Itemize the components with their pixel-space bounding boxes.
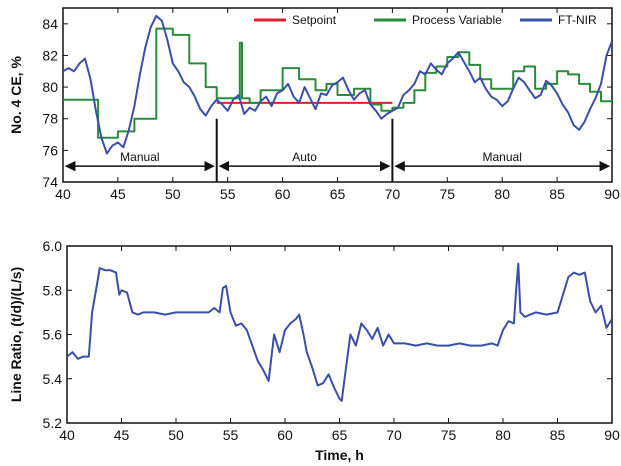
- ratio-chart-x-tick-label: 80: [495, 427, 511, 443]
- ce-chart-x-tick-label: 85: [549, 186, 565, 202]
- ce-chart-series-ft-nir: [63, 14, 612, 155]
- ratio-chart-y-tick-label: 5.2: [43, 415, 63, 431]
- ce-chart-y-tick-label: 74: [42, 174, 58, 190]
- ratio-chart-x-tick-label: 40: [59, 427, 75, 443]
- ce-chart-x-tick-label: 55: [220, 186, 236, 202]
- ce-chart-panel: 40 45 50 55 60 65 70 75 80 85 90 74 76 78 80 82 84 No. 4 …: [8, 7, 620, 202]
- ce-chart-x-tick-label: 50: [165, 186, 181, 202]
- legend-label-setpoint: Setpoint: [292, 13, 337, 27]
- ce-chart-y-tick-label: 84: [42, 16, 58, 32]
- ce-chart-x-tick-label: 80: [494, 186, 510, 202]
- ce-chart-x-tick-label: 75: [440, 186, 456, 202]
- ratio-chart-y-tick-label: 5.4: [43, 371, 63, 387]
- ce-chart-region-label-auto: Auto: [292, 150, 317, 164]
- ratio-chart-x-tick-label: 50: [168, 427, 184, 443]
- ratio-chart-x-tick-label: 85: [550, 427, 566, 443]
- ce-chart-region-label-manual: Manual: [120, 150, 159, 164]
- legend-label-process-variable: Process Variable: [412, 13, 502, 27]
- ce-chart-legend: Setpoint Process Variable FT-NIR: [254, 13, 597, 27]
- ce-chart-y-tick-label: 78: [42, 111, 58, 127]
- ratio-chart-y-tick-label: 6.0: [43, 238, 63, 254]
- ce-chart-region-label-manual: Manual: [483, 150, 522, 164]
- legend-label-ft-nir: FT-NIR: [558, 13, 597, 27]
- ratio-chart-x-axis-label: Time, h: [315, 447, 364, 463]
- ratio-chart-x-tick-label: 55: [223, 427, 239, 443]
- line-ratio-chart-panel: 40 45 50 55 60 65 70 75 80 85 90 5.2 5.4 5.6 5.8 6.0 Lin…: [8, 238, 620, 463]
- ce-chart-x-tick-label: 65: [330, 186, 346, 202]
- ce-chart-x-tick-label: 45: [110, 186, 126, 202]
- ce-chart-y-tick-label: 80: [42, 79, 58, 95]
- ce-chart-x-tick-label: 40: [55, 186, 71, 202]
- ce-chart-series-process-variable: [63, 27, 612, 139]
- ratio-chart-x-tick-label: 65: [332, 427, 348, 443]
- ratio-chart-y-tick-label: 5.6: [43, 327, 63, 343]
- ratio-chart-series-line-ratio: [67, 262, 612, 402]
- ce-chart-y-axis-label: No. 4 CE, %: [8, 56, 24, 134]
- ratio-chart-y-tick-label: 5.8: [43, 282, 63, 298]
- ratio-chart-x-tick-label: 45: [114, 427, 130, 443]
- ratio-chart-x-tick-label: 70: [386, 427, 402, 443]
- ce-chart-x-tick-label: 90: [604, 186, 620, 202]
- ce-chart-x-tick-label: 60: [275, 186, 291, 202]
- ce-chart-y-tick-label: 76: [42, 142, 58, 158]
- ratio-chart-x-tick-label: 90: [604, 427, 620, 443]
- ratio-chart-x-tick-label: 75: [441, 427, 457, 443]
- ratio-chart-x-tick-label: 60: [277, 427, 293, 443]
- ce-chart-x-tick-label: 70: [385, 186, 401, 202]
- ce-chart-y-tick-label: 82: [42, 47, 58, 63]
- ratio-chart-y-axis-label: Line Ratio, (t/d)/(L/s): [8, 267, 24, 402]
